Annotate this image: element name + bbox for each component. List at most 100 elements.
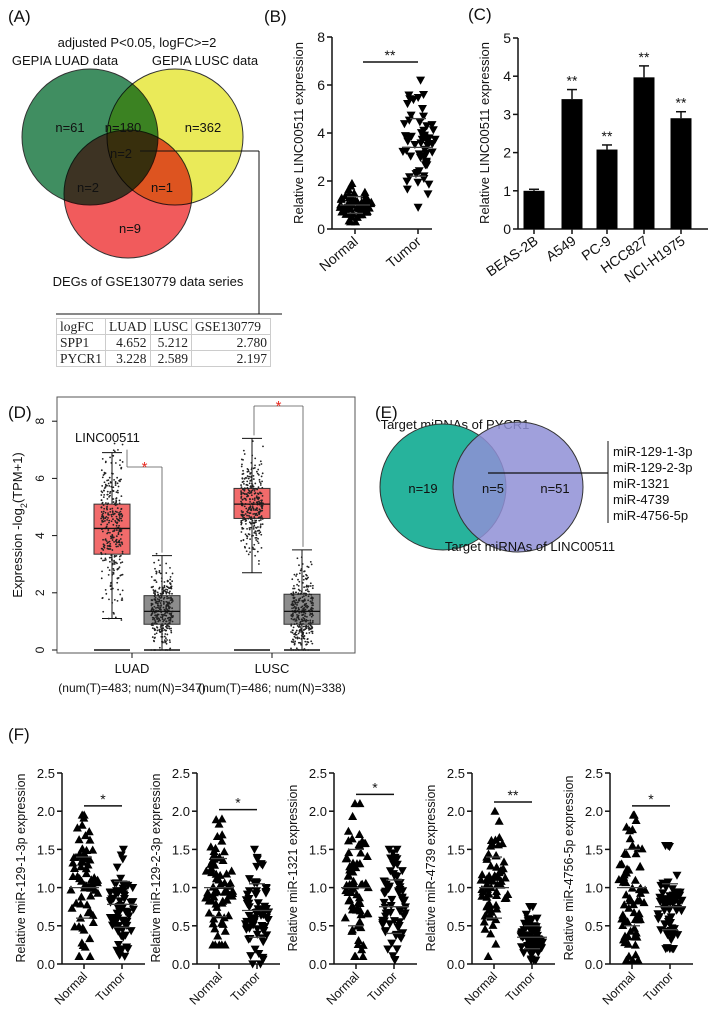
data-point (246, 537, 249, 540)
table-header-row: logFC LUAD LUSC GSE130779 (55, 318, 272, 335)
data-point (105, 540, 108, 542)
data-point (111, 511, 114, 514)
plot-title: LINC00511 (75, 430, 140, 445)
data-point (356, 923, 366, 932)
data-point (240, 523, 243, 526)
data-point (157, 594, 160, 597)
y-tick-label: 0 (503, 221, 511, 237)
data-point (253, 499, 256, 501)
data-point (635, 895, 645, 904)
data-point (154, 649, 157, 651)
set-label-lusc: GEPIA LUSC data (152, 53, 259, 68)
data-point (306, 577, 309, 580)
data-point (355, 859, 365, 868)
data-point (300, 634, 303, 637)
data-point (155, 571, 158, 573)
data-point (253, 489, 256, 492)
data-point (159, 592, 162, 595)
data-point (167, 580, 169, 583)
data-point (303, 637, 306, 640)
data-point (217, 830, 227, 839)
data-point (244, 887, 254, 896)
data-point (169, 641, 171, 644)
data-point (102, 504, 105, 507)
data-point (302, 649, 305, 651)
data-point (115, 497, 118, 499)
y-tick-label: 4 (33, 532, 47, 539)
data-point (298, 580, 301, 583)
data-point (295, 575, 297, 577)
data-point (240, 531, 243, 533)
data-point (171, 600, 174, 602)
data-point (417, 105, 427, 114)
x-tick-label: Normal (52, 969, 90, 1007)
data-point (112, 571, 115, 574)
data-point (121, 597, 124, 600)
data-point (535, 937, 545, 946)
data-point (413, 178, 423, 187)
data-point (162, 627, 165, 630)
data-point (253, 521, 256, 524)
data-point (72, 823, 82, 832)
data-point (167, 623, 169, 625)
data-point (261, 913, 271, 922)
data-point (252, 501, 255, 504)
data-point (297, 641, 300, 644)
data-point (164, 590, 167, 593)
x-tick-label: Tumor (228, 969, 263, 1004)
data-point (110, 554, 113, 557)
data-point (119, 554, 122, 557)
data-point (247, 915, 257, 924)
data-point (160, 613, 163, 616)
data-point (164, 629, 167, 632)
data-point (306, 638, 309, 640)
data-point (104, 588, 107, 591)
data-point (245, 507, 248, 510)
data-point (165, 588, 167, 591)
data-point (163, 584, 166, 587)
data-point (633, 955, 643, 964)
data-point (166, 591, 169, 594)
logfc-table: logFC LUAD LUSC GSE130779 SPP1 4.652 5.2… (55, 318, 272, 367)
data-point (341, 209, 351, 218)
data-point (154, 598, 157, 601)
data-point (155, 616, 157, 619)
data-point (243, 482, 245, 485)
data-point (169, 602, 171, 605)
x-tick-label: Tumor (641, 969, 676, 1004)
data-point (169, 599, 172, 602)
data-point (100, 499, 103, 501)
data-point (311, 584, 314, 587)
data-point (486, 861, 496, 870)
data-point (622, 849, 632, 858)
data-point (290, 649, 293, 651)
data-point (477, 891, 487, 900)
data-point (112, 914, 122, 924)
data-point (492, 904, 502, 913)
data-point (107, 529, 110, 531)
data-point (307, 641, 310, 644)
y-tick-label: 1.5 (37, 842, 55, 857)
data-point (306, 615, 308, 618)
data-point (297, 607, 300, 609)
data-point (118, 566, 121, 569)
data-point (634, 909, 644, 918)
data-point (150, 599, 153, 602)
data-point (107, 617, 110, 620)
data-point (312, 597, 314, 599)
data-point (115, 499, 118, 502)
data-point (252, 485, 255, 488)
data-point (362, 909, 372, 918)
data-point (302, 613, 305, 616)
data-point (153, 605, 156, 608)
table-cell: 4.652 (105, 334, 151, 351)
data-point (659, 906, 669, 915)
data-point (258, 532, 261, 535)
data-point (298, 612, 301, 614)
data-point (300, 643, 303, 646)
data-point (494, 840, 504, 849)
data-point (246, 535, 249, 538)
box (143, 595, 181, 625)
data-point (76, 862, 86, 871)
data-point (477, 870, 487, 879)
